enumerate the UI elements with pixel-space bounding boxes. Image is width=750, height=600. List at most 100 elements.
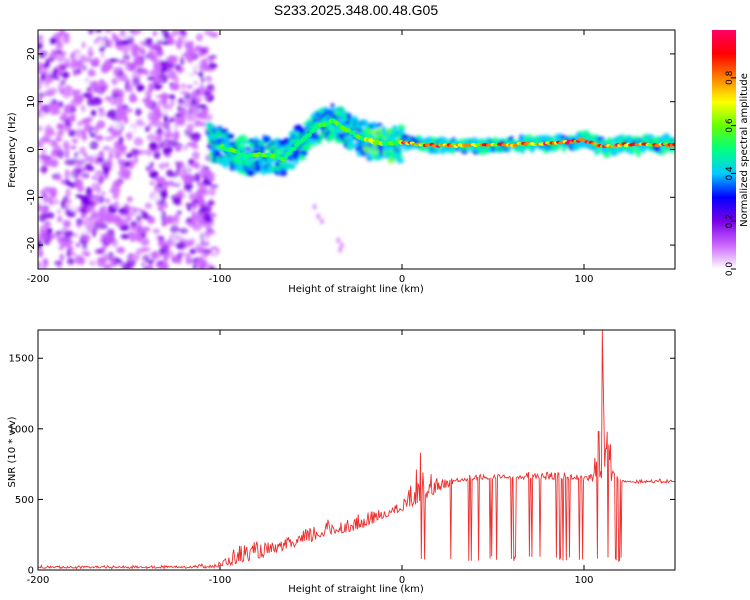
heatmap-cell <box>164 247 171 252</box>
heatmap-cell <box>72 233 79 238</box>
heatmap-cell <box>152 30 158 37</box>
heatmap-cell <box>367 155 373 160</box>
heatmap-cell <box>41 206 49 213</box>
heatmap-cell <box>150 70 155 76</box>
heatmap-cell <box>61 112 68 121</box>
heatmap-cell <box>75 128 83 138</box>
heatmap-cell <box>74 52 81 61</box>
heatmap-cell <box>42 165 47 175</box>
heatmap-cell <box>148 141 158 151</box>
heatmap-cell <box>178 227 189 234</box>
heatmap-cell <box>149 180 155 186</box>
heatmap-cell <box>135 108 142 117</box>
heatmap-cell <box>153 150 161 160</box>
heatmap-cell <box>162 141 170 147</box>
heatmap-cell <box>186 84 193 90</box>
heatmap-cell <box>175 241 186 250</box>
y-tick-label: 1000 <box>9 424 34 435</box>
heatmap-cell <box>49 91 56 96</box>
heatmap-cell <box>90 87 96 93</box>
heatmap-cell <box>116 215 122 224</box>
heatmap-cell <box>122 74 129 83</box>
heatmap-cell <box>192 264 198 269</box>
heatmap-cell <box>109 257 117 267</box>
heatmap-cell <box>328 108 335 112</box>
x-tick-label: -200 <box>27 274 50 285</box>
heatmap-cell <box>179 171 189 178</box>
heatmap-cell <box>602 151 611 159</box>
heatmap-cell <box>173 130 180 140</box>
heatmap-cell <box>147 76 155 81</box>
heatmap-cell <box>159 191 168 198</box>
heatmap-cell <box>152 228 161 234</box>
figure-title: S233.2025.348.00.48.G05 <box>273 2 439 18</box>
heatmap-cell <box>57 215 63 223</box>
spectrogram-x-ticks: -200 -100 0 100 <box>27 30 594 285</box>
heatmap-cell <box>52 144 62 153</box>
heatmap-cell <box>157 183 163 188</box>
heatmap-cell <box>294 124 303 129</box>
heatmap-cell <box>201 58 208 63</box>
heatmap-cell <box>126 35 134 45</box>
heatmap-cell <box>179 90 188 95</box>
heatmap-cell <box>208 176 216 182</box>
heatmap-cell <box>40 37 51 43</box>
heatmap-cell <box>75 194 84 199</box>
heatmap-cell <box>87 46 94 56</box>
heatmap-cell <box>661 151 666 156</box>
heatmap-cell <box>122 54 131 61</box>
heatmap-cell <box>184 92 192 101</box>
heatmap-cell <box>131 77 140 84</box>
heatmap-cell <box>397 152 403 159</box>
heatmap-cell <box>96 120 106 129</box>
heatmap-cell <box>124 82 129 92</box>
heatmap-cell <box>55 131 61 140</box>
heatmap-cell <box>163 55 168 61</box>
heatmap-cell <box>97 177 104 185</box>
heatmap-cell <box>186 115 196 122</box>
heatmap-cell <box>81 236 91 242</box>
heatmap-cell <box>199 194 204 203</box>
heatmap-cell <box>45 58 50 68</box>
heatmap-cell <box>293 158 299 165</box>
heatmap-cell <box>396 157 405 164</box>
heatmap-cell <box>391 125 398 131</box>
heatmap-cell <box>657 150 663 155</box>
heatmap-cell <box>91 175 98 180</box>
heatmap-cell <box>81 251 86 256</box>
heatmap-cell <box>70 59 76 70</box>
x-tick-label: 0 <box>399 274 405 285</box>
heatmap-cell <box>177 97 185 106</box>
heatmap-cell <box>165 239 173 249</box>
heatmap-cell <box>184 211 192 220</box>
heatmap-cell <box>291 146 297 151</box>
heatmap-cell <box>144 126 151 133</box>
heatmap-cell <box>144 261 149 268</box>
heatmap-cell <box>238 134 248 142</box>
heatmap-cell <box>76 61 84 70</box>
heatmap-cell <box>127 216 133 221</box>
heatmap-cell <box>297 154 306 161</box>
heatmap-cell <box>38 125 43 132</box>
heatmap-cell <box>183 191 189 196</box>
heatmap-cell <box>118 135 124 145</box>
heatmap-cell <box>64 118 71 127</box>
heatmap-cell <box>44 98 53 104</box>
colorbar-tick-label: 0.0 <box>725 262 735 277</box>
heatmap-cell <box>136 219 143 228</box>
heatmap-cell <box>163 201 168 209</box>
heatmap-cell <box>39 234 49 241</box>
heatmap-cell <box>157 122 167 128</box>
heatmap-cell <box>189 92 195 98</box>
heatmap-cell <box>38 249 44 258</box>
x-tick-label: -200 <box>27 575 50 586</box>
colorbar-tick-label: 0.6 <box>725 118 735 133</box>
heatmap-cell <box>191 132 202 142</box>
heatmap-cell <box>136 211 142 216</box>
heatmap-cell <box>111 92 121 99</box>
heatmap-cell <box>318 133 325 140</box>
heatmap-cell <box>158 73 169 84</box>
heatmap-cell <box>246 169 255 177</box>
heatmap-cell <box>211 146 218 151</box>
heatmap-cell <box>185 217 192 222</box>
